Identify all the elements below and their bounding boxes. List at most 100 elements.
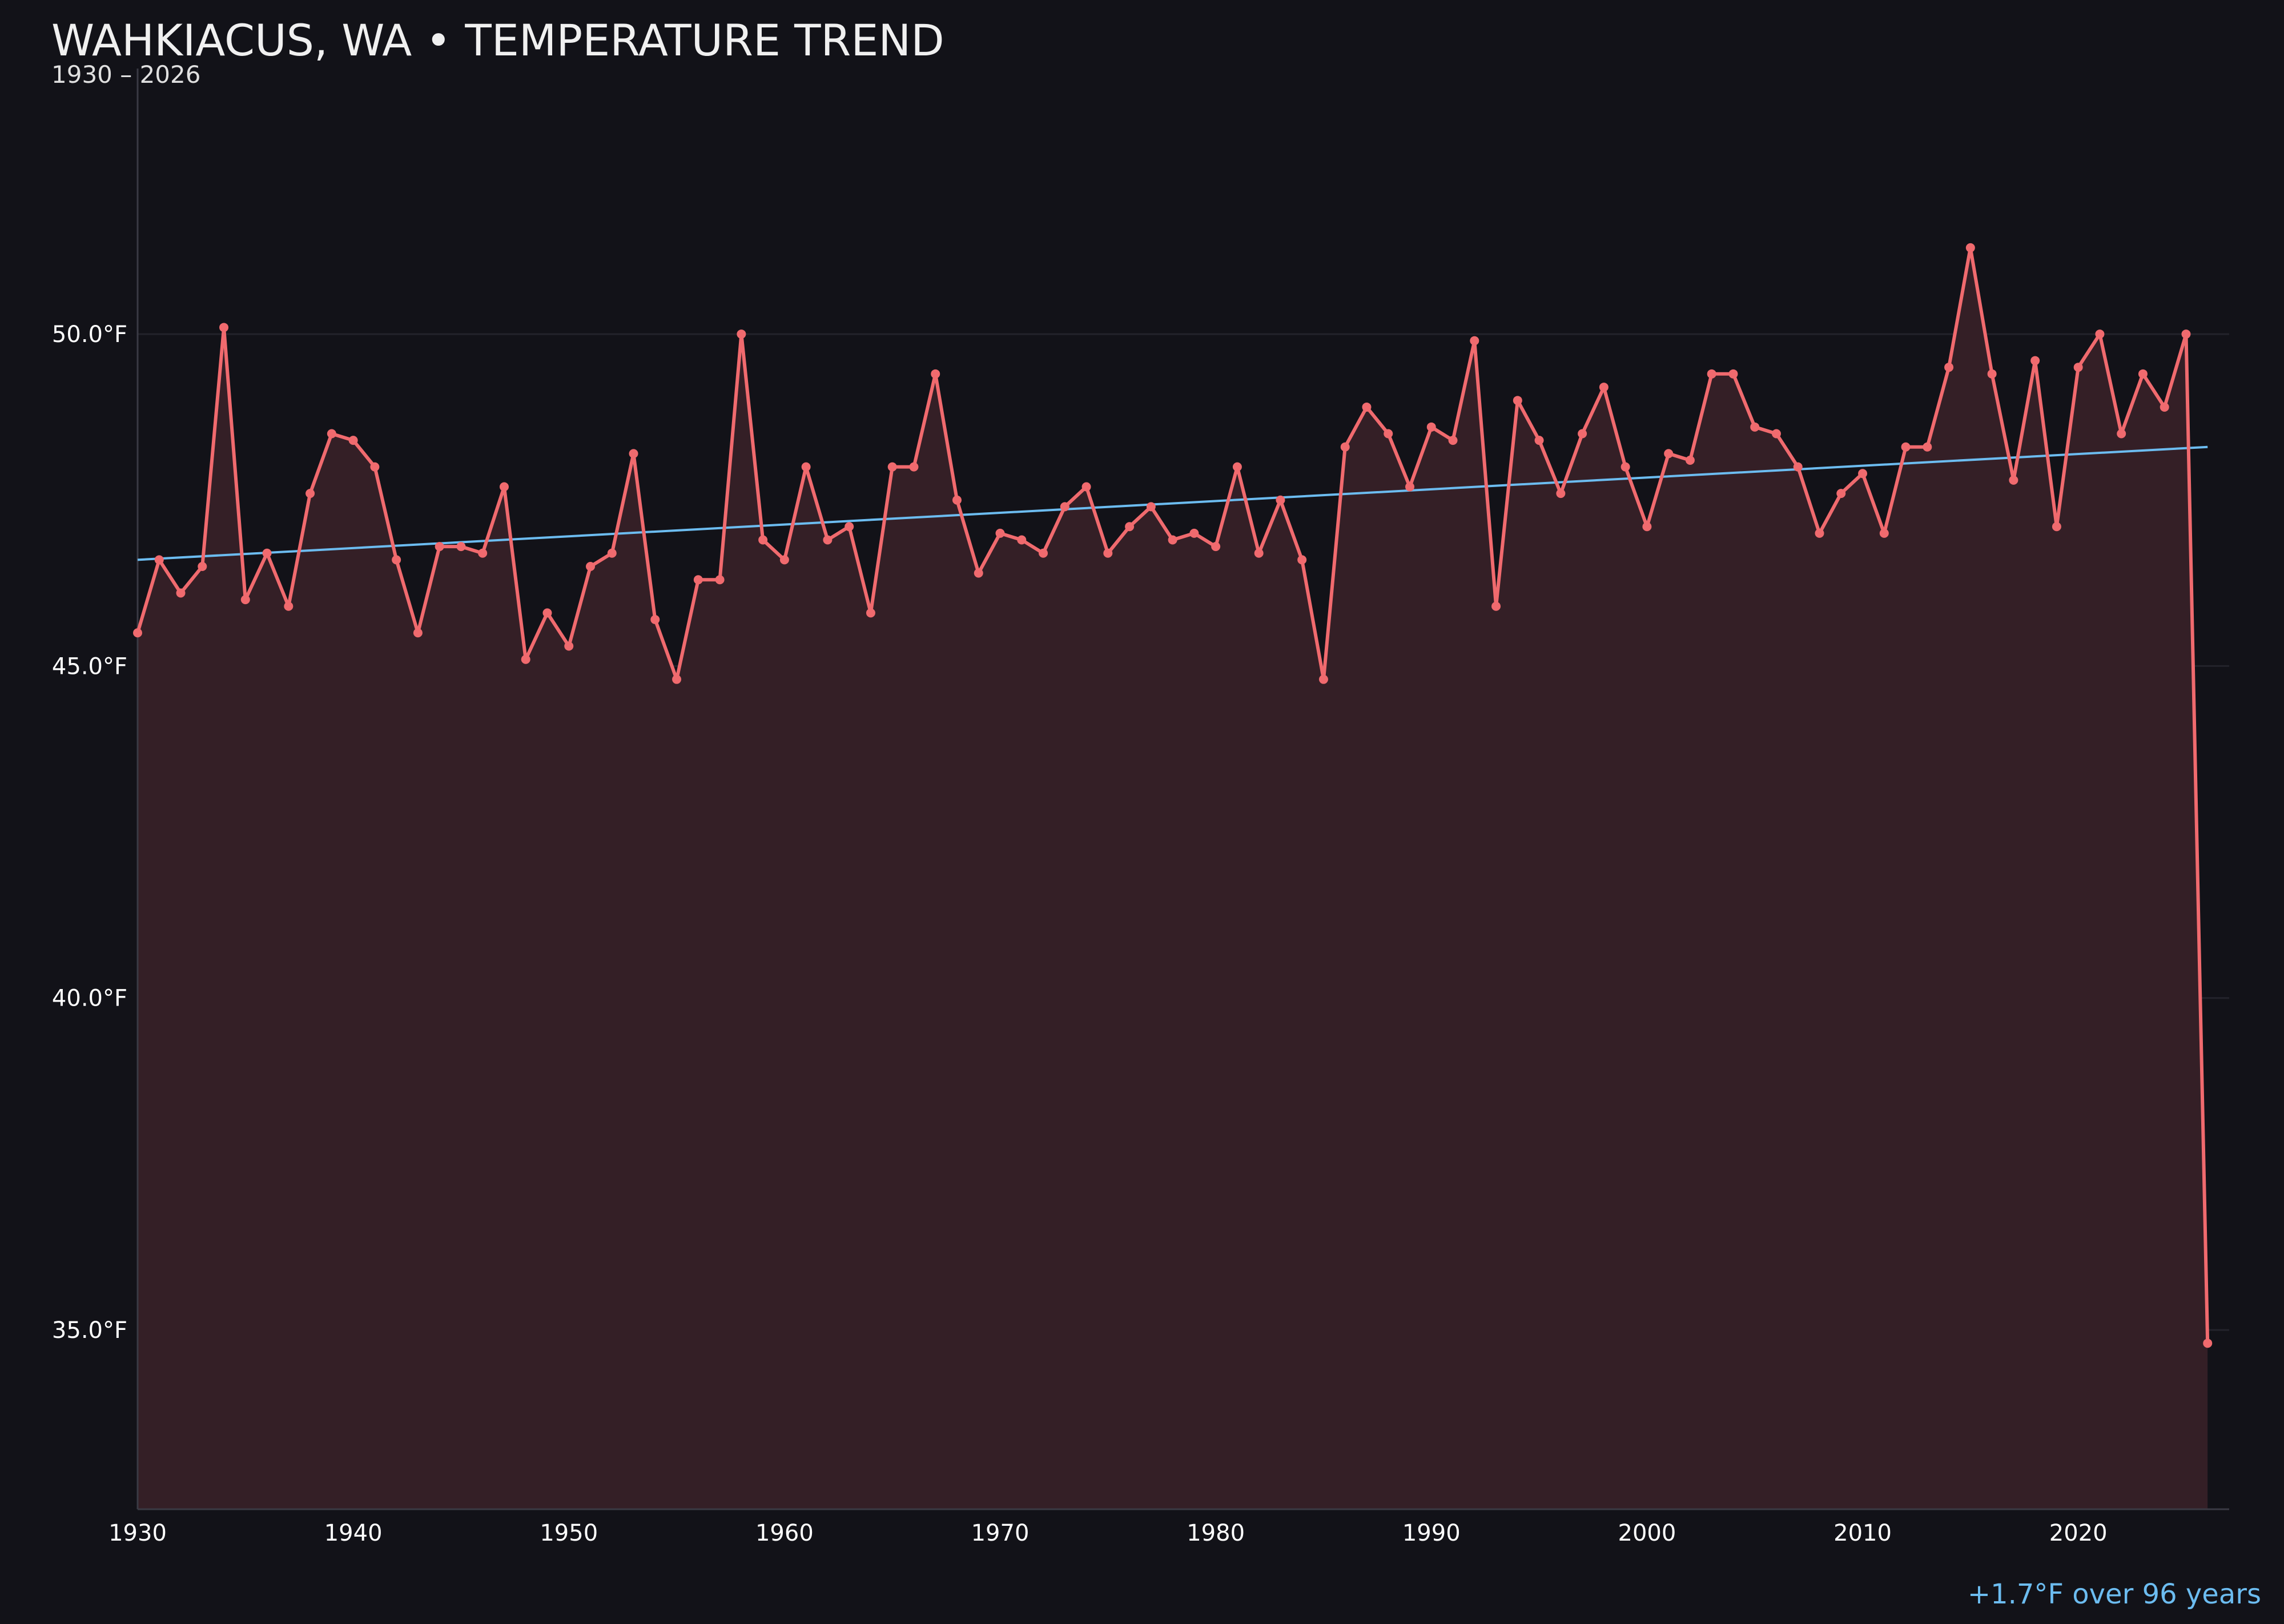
data-point <box>392 555 401 565</box>
data-point <box>1793 462 1803 472</box>
data-point <box>1965 243 1975 252</box>
data-point <box>1599 383 1609 392</box>
data-point <box>435 542 444 552</box>
y-tick-label: 40.0°F <box>52 986 127 1012</box>
data-point <box>1340 442 1350 452</box>
data-point <box>1491 601 1501 611</box>
data-point <box>2052 522 2061 532</box>
chart-title: WAHKIACUS, WA • TEMPERATURE TREND <box>51 15 944 66</box>
data-point <box>1771 429 1781 439</box>
data-point <box>1081 482 1091 492</box>
data-point <box>240 595 250 605</box>
chart-subtitle: 1930 – 2026 <box>51 61 201 89</box>
data-point <box>1664 449 1674 459</box>
data-point <box>542 608 552 618</box>
data-point <box>521 654 530 664</box>
x-tick-label: 1980 <box>1187 1520 1245 1546</box>
data-point <box>1642 522 1652 532</box>
data-point <box>1297 555 1307 565</box>
x-tick-label: 1970 <box>971 1520 1030 1546</box>
data-point <box>845 522 854 532</box>
temperature-area <box>138 247 2208 1510</box>
data-point <box>1039 548 1048 558</box>
data-point <box>1125 522 1135 532</box>
data-point <box>1276 495 1285 505</box>
data-point <box>629 449 638 459</box>
x-tick-label: 2020 <box>2049 1520 2108 1546</box>
y-tick-label: 35.0°F <box>52 1317 127 1344</box>
data-point <box>499 482 509 492</box>
data-point <box>1362 402 1372 412</box>
data-point <box>1146 502 1156 512</box>
data-point <box>1879 528 1889 538</box>
data-point <box>2009 475 2018 485</box>
data-point <box>348 436 358 445</box>
data-point <box>370 462 380 472</box>
data-point <box>1405 482 1415 492</box>
data-point <box>1750 422 1760 432</box>
data-point <box>2030 356 2040 365</box>
trend-line <box>137 445 2208 561</box>
data-point <box>974 568 983 578</box>
data-point <box>995 528 1005 538</box>
data-point <box>715 575 725 585</box>
data-point <box>2181 329 2191 339</box>
data-point <box>931 369 940 379</box>
data-point <box>262 548 272 558</box>
data-point <box>1534 436 1544 445</box>
data-point <box>176 588 186 598</box>
x-tick-labels: 1930 1940 1950 1960 1970 1980 1990 2000 2010 2020 <box>108 1520 2107 1546</box>
data-point <box>672 674 682 684</box>
data-point <box>1513 396 1522 405</box>
data-point <box>456 542 466 552</box>
y-tick-labels: 35.0°F 40.0°F 45.0°F 50.0°F <box>52 321 127 1344</box>
data-point <box>1836 489 1846 499</box>
data-point <box>1685 455 1695 465</box>
data-point <box>607 548 617 558</box>
trend-line-segment <box>137 445 2208 561</box>
data-point <box>909 462 919 472</box>
data-point <box>758 535 768 545</box>
x-tick-label: 1990 <box>1402 1520 1461 1546</box>
data-point <box>1578 429 1587 439</box>
data-point <box>154 555 164 565</box>
data-point <box>1858 469 1868 479</box>
data-point <box>478 548 488 558</box>
data-point <box>1318 674 1328 684</box>
data-point <box>2203 1338 2213 1348</box>
y-tick-label: 50.0°F <box>52 321 127 348</box>
data-point <box>1944 363 1954 372</box>
x-tick-label: 2010 <box>1833 1520 1892 1546</box>
data-point <box>1232 462 1242 472</box>
data-point <box>1211 542 1221 552</box>
data-point <box>564 641 574 651</box>
data-point <box>1707 369 1716 379</box>
data-point <box>887 462 897 472</box>
data-point <box>1384 429 1393 439</box>
trend-annotation: +1.7°F over 96 years <box>1967 1578 2261 1610</box>
data-point <box>1168 535 1177 545</box>
data-point <box>1426 422 1436 432</box>
data-point <box>1815 528 1824 538</box>
data-point <box>133 628 142 638</box>
data-point <box>801 462 811 472</box>
data-point <box>1254 548 1264 558</box>
data-points <box>133 243 2213 1348</box>
data-point <box>1060 502 1069 512</box>
data-point <box>1470 336 1479 345</box>
data-point <box>219 323 229 332</box>
x-tick-label: 1930 <box>108 1520 167 1546</box>
data-point <box>198 562 207 572</box>
x-tick-label: 1950 <box>540 1520 598 1546</box>
data-point <box>737 329 746 339</box>
data-point <box>305 489 315 499</box>
data-point <box>1103 548 1113 558</box>
data-point <box>1620 462 1630 472</box>
x-tick-label: 2000 <box>1618 1520 1676 1546</box>
data-point <box>650 615 660 625</box>
data-point <box>952 495 962 505</box>
data-point <box>413 628 423 638</box>
data-point <box>779 555 789 565</box>
y-tick-label: 45.0°F <box>52 653 127 680</box>
